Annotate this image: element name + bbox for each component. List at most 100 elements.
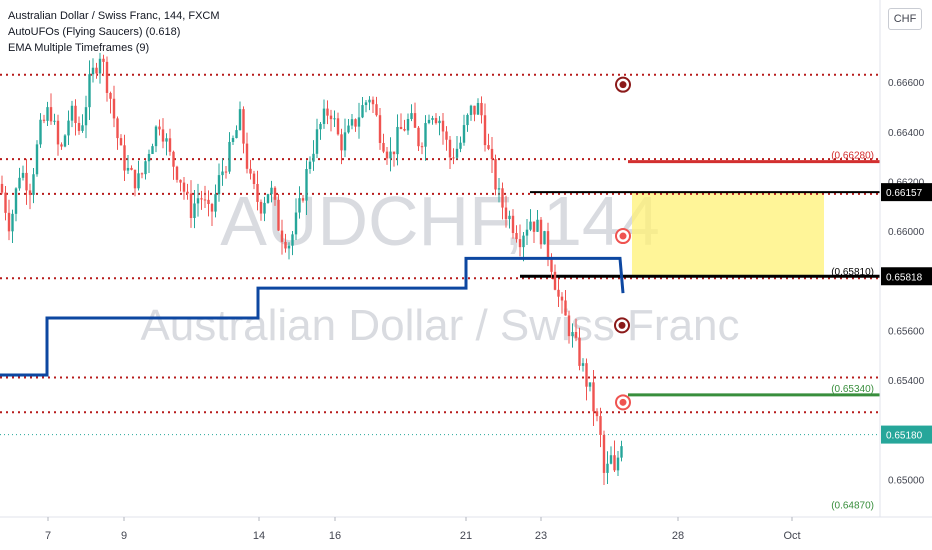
candle-body <box>77 122 81 131</box>
candle-body <box>322 108 326 124</box>
indicator-autoufos[interactable]: AutoUFOs (Flying Saucers) (0.618) <box>8 26 181 38</box>
candle-body <box>228 141 231 172</box>
ufo-marker-core-0 <box>619 81 627 89</box>
candle-body <box>329 115 333 120</box>
ufo-marker-core-2 <box>618 321 626 329</box>
candle-body <box>417 127 420 147</box>
candle-body <box>301 198 305 201</box>
candle-body <box>392 151 396 155</box>
candle-body <box>504 207 508 220</box>
candle-body <box>459 142 462 149</box>
candle-body <box>105 61 109 93</box>
candle-body <box>305 169 308 201</box>
y-tick-5: 0.65400 <box>888 376 925 387</box>
price-tag-1 <box>881 267 932 286</box>
candle-body <box>445 131 448 140</box>
candle-body <box>364 102 368 106</box>
candle-body <box>595 411 599 417</box>
candle-body <box>455 148 459 158</box>
candle-body <box>529 221 532 230</box>
candle-body <box>214 194 217 212</box>
candle-body <box>399 126 403 130</box>
y-tick-6: 0.65000 <box>888 475 925 486</box>
candle-body <box>385 151 389 159</box>
candle-body <box>382 142 385 152</box>
candle-body <box>602 434 606 473</box>
candle-body <box>606 463 609 473</box>
candle-body <box>473 105 476 115</box>
candle-body <box>476 102 480 115</box>
candle-body <box>140 173 144 175</box>
candle-body <box>95 67 98 74</box>
candle-body <box>501 188 504 208</box>
candle-body <box>361 105 364 118</box>
candle-body <box>560 296 564 301</box>
ema-line <box>0 256 625 377</box>
candle-body <box>319 123 322 130</box>
candle-body <box>620 446 623 458</box>
candle-body <box>133 169 137 189</box>
candle-body <box>410 113 413 119</box>
candle-body <box>123 145 126 171</box>
candle-body <box>231 138 235 142</box>
candle-body <box>581 363 585 366</box>
candle-body <box>536 219 539 232</box>
candle-body <box>32 174 35 195</box>
annotation-label-0: (0.66280) <box>831 151 874 162</box>
candle-body <box>91 67 95 75</box>
candle-body <box>413 113 417 128</box>
x-tick-2: 14 <box>253 530 265 542</box>
candle-body <box>508 215 511 220</box>
candle-body <box>49 107 53 122</box>
indicator-ema[interactable]: EMA Multiple Timeframes (9) <box>8 42 150 54</box>
candle-body <box>480 102 483 116</box>
price-tag-0 <box>881 183 932 202</box>
y-tick-3: 0.66000 <box>888 227 925 238</box>
candle-body <box>466 114 469 126</box>
candle-body <box>585 363 588 387</box>
annotation-label-2: (0.65340) <box>831 384 874 395</box>
candle-body <box>564 300 567 316</box>
currency-button[interactable]: CHF <box>888 8 922 30</box>
candle-body <box>616 457 620 471</box>
candle-body <box>56 120 60 145</box>
candle-body <box>490 148 494 160</box>
candle-body <box>116 118 119 139</box>
candle-body <box>613 455 616 471</box>
candle-body <box>7 212 11 232</box>
candle-body <box>196 198 200 204</box>
candle-body <box>546 231 550 258</box>
candle-body <box>588 382 592 387</box>
candle-body <box>592 382 595 412</box>
candle-body <box>298 198 301 213</box>
candle-body <box>84 107 88 126</box>
candle-body <box>539 219 543 245</box>
candle-body <box>179 179 182 183</box>
price-tag-label-2: 0.65180 <box>886 431 923 442</box>
candle-body <box>350 119 354 126</box>
price-tag-label-0: 0.66157 <box>886 188 923 199</box>
candle-body <box>448 139 452 158</box>
candle-body <box>14 188 18 214</box>
candle-body <box>70 105 74 121</box>
candle-body <box>200 198 203 200</box>
candle-body <box>193 203 196 218</box>
candle-body <box>53 120 56 122</box>
candle-body <box>151 146 154 154</box>
candle-body <box>609 455 613 464</box>
candle-body <box>144 161 147 175</box>
ufo-marker-core-3 <box>619 398 627 406</box>
candle-body <box>242 109 245 144</box>
candle-body <box>42 119 46 121</box>
candle-body <box>46 107 49 121</box>
price-tag-label-1: 0.65818 <box>886 272 923 283</box>
candle-body <box>525 229 529 236</box>
candle-body <box>518 239 522 248</box>
candle-body <box>18 177 21 189</box>
candle-body <box>4 192 7 213</box>
candle-body <box>354 119 357 127</box>
candle-body <box>434 118 438 124</box>
candle-body <box>515 233 518 240</box>
y-tick-4: 0.65600 <box>888 326 925 337</box>
